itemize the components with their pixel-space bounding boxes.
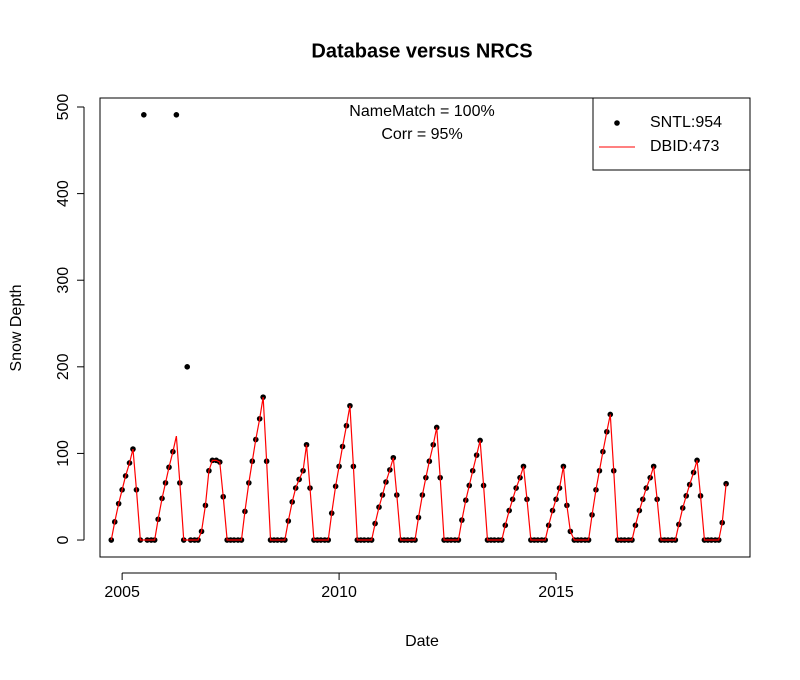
x-axis-label: Date xyxy=(405,633,439,650)
plot-frame xyxy=(99,97,751,558)
legend-label: SNTL:954 xyxy=(650,114,722,131)
annotation: NameMatch = 100% xyxy=(349,103,494,120)
y-tick-label: 200 xyxy=(55,353,72,380)
y-tick-label: 300 xyxy=(55,267,72,294)
y-tick-label: 0 xyxy=(55,535,72,544)
legend-box xyxy=(592,97,751,171)
chart-title: Database versus NRCS xyxy=(311,40,532,62)
data-point xyxy=(184,364,191,370)
x-tick-label: 2010 xyxy=(321,584,357,601)
x-tick-label: 2005 xyxy=(104,584,140,601)
annotation: Corr = 95% xyxy=(381,126,462,143)
data-line xyxy=(110,397,727,541)
y-axis-label: Snow Depth xyxy=(8,284,25,371)
data-point xyxy=(173,112,180,118)
legend-marker xyxy=(614,120,620,126)
x-tick-label: 2015 xyxy=(538,584,574,601)
data-point xyxy=(141,112,147,118)
y-tick-label: 500 xyxy=(55,94,72,121)
legend-label: DBID:473 xyxy=(650,138,719,155)
y-tick-label: 400 xyxy=(55,180,72,207)
y-tick-label: 100 xyxy=(55,440,72,467)
